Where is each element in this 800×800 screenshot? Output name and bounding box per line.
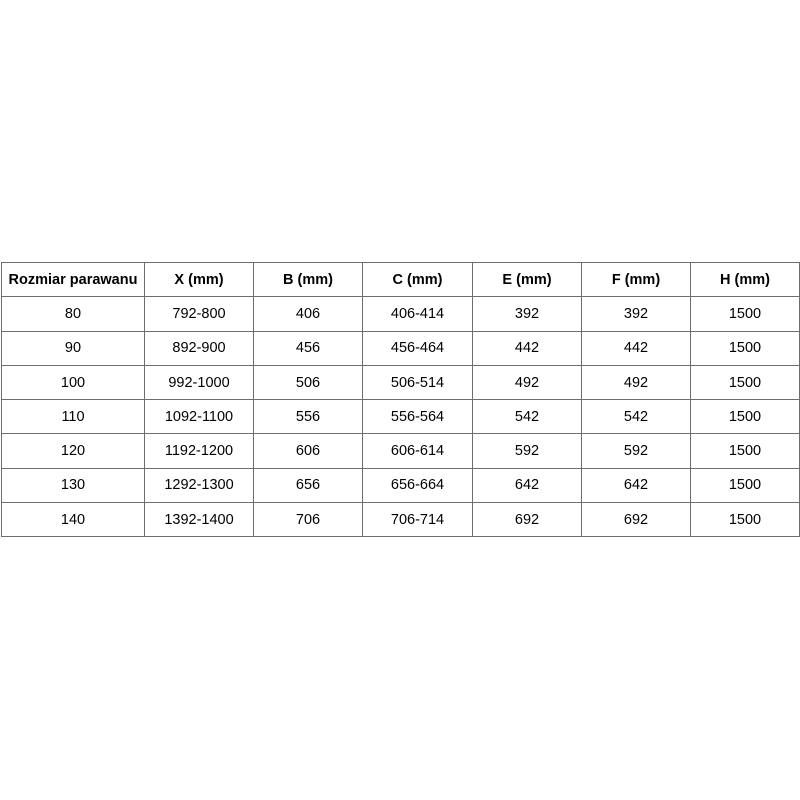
table-cell: 656-664 xyxy=(362,467,473,504)
table-cell: 706 xyxy=(253,502,363,538)
table-cell: 1500 xyxy=(690,399,800,435)
table-cell: 90 xyxy=(1,330,145,366)
table-row: 100 992-1000 506 506-514 492 492 1500 xyxy=(1,364,800,401)
dimensions-table: Rozmiar parawanu X (mm) B (mm) C (mm) E (mm)… xyxy=(1,261,800,538)
table-cell: 1092-1100 xyxy=(144,399,254,435)
table-cell: 992-1000 xyxy=(144,364,254,401)
table-cell: 100 xyxy=(1,364,145,401)
table-cell: 892-900 xyxy=(144,330,254,366)
column-header: H (mm) xyxy=(690,261,800,298)
table-cell: 606-614 xyxy=(362,433,473,469)
table-row: 90 892-900 456 456-464 442 442 1500 xyxy=(1,330,800,366)
table-row: 140 1392-1400 706 706-714 692 692 1500 xyxy=(1,502,800,538)
table-cell: 642 xyxy=(472,467,582,504)
table-cell: 606 xyxy=(253,433,363,469)
table-cell: 656 xyxy=(253,467,363,504)
table-cell: 1500 xyxy=(690,433,800,469)
table-cell: 442 xyxy=(581,330,691,366)
table-cell: 706-714 xyxy=(362,502,473,538)
table-cell: 120 xyxy=(1,433,145,469)
table-row: 110 1092-1100 556 556-564 542 542 1500 xyxy=(1,399,800,435)
table-cell: 592 xyxy=(472,433,582,469)
table-cell: 1192-1200 xyxy=(144,433,254,469)
table-row: 80 792-800 406 406-414 392 392 1500 xyxy=(1,296,800,332)
column-header: X (mm) xyxy=(144,261,254,298)
table-cell: 406-414 xyxy=(362,296,473,332)
table-cell: 1292-1300 xyxy=(144,467,254,504)
table-cell: 542 xyxy=(581,399,691,435)
column-header: E (mm) xyxy=(472,261,582,298)
table-cell: 1500 xyxy=(690,502,800,538)
table-cell: 1500 xyxy=(690,330,800,366)
table-cell: 80 xyxy=(1,296,145,332)
table-cell: 1500 xyxy=(690,364,800,401)
column-header: F (mm) xyxy=(581,261,691,298)
column-header: C (mm) xyxy=(362,261,473,298)
table-cell: 130 xyxy=(1,467,145,504)
table-cell: 556-564 xyxy=(362,399,473,435)
table-cell: 692 xyxy=(472,502,582,538)
column-header: Rozmiar parawanu xyxy=(1,261,145,298)
table-cell: 542 xyxy=(472,399,582,435)
table-cell: 392 xyxy=(472,296,582,332)
table-cell: 492 xyxy=(472,364,582,401)
table-cell: 792-800 xyxy=(144,296,254,332)
table-cell: 406 xyxy=(253,296,363,332)
table-cell: 1500 xyxy=(690,467,800,504)
table-row: 130 1292-1300 656 656-664 642 642 1500 xyxy=(1,467,800,504)
table-cell: 442 xyxy=(472,330,582,366)
table-cell: 692 xyxy=(581,502,691,538)
table-cell: 140 xyxy=(1,502,145,538)
table-cell: 506 xyxy=(253,364,363,401)
table-cell: 456-464 xyxy=(362,330,473,366)
table-cell: 556 xyxy=(253,399,363,435)
column-header: B (mm) xyxy=(253,261,363,298)
table-cell: 592 xyxy=(581,433,691,469)
header-row: Rozmiar parawanu X (mm) B (mm) C (mm) E (mm)… xyxy=(1,261,800,298)
table-cell: 642 xyxy=(581,467,691,504)
table-cell: 110 xyxy=(1,399,145,435)
table-cell: 456 xyxy=(253,330,363,366)
table-cell: 492 xyxy=(581,364,691,401)
table-cell: 506-514 xyxy=(362,364,473,401)
table-row: 120 1192-1200 606 606-614 592 592 1500 xyxy=(1,433,800,469)
table-cell: 392 xyxy=(581,296,691,332)
table-cell: 1500 xyxy=(690,296,800,332)
table-cell: 1392-1400 xyxy=(144,502,254,538)
